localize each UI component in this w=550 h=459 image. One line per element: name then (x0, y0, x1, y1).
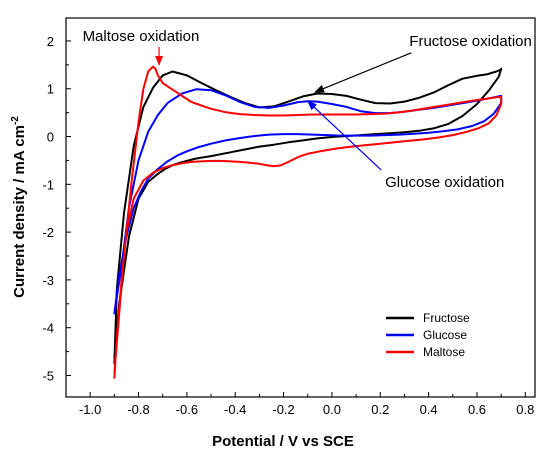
x-tick-label: 0.0 (323, 402, 341, 417)
series-line-glucose (113, 88, 503, 315)
x-tick-label: 0.4 (420, 402, 438, 417)
x-axis-title: Potential / V vs SCE (212, 433, 354, 450)
legend: Fructose Glucose Maltose (386, 311, 470, 359)
x-tick-label: 0.2 (371, 402, 389, 417)
y-tick-label: -2 (42, 225, 54, 240)
annotation-label: Maltose oxidation (83, 28, 200, 45)
x-tick-label: -0.6 (176, 402, 198, 417)
annotation-label: Glucose oxidation (385, 174, 504, 191)
annotation-arrow (307, 100, 382, 171)
x-tick-label: 0.8 (516, 402, 534, 417)
y-tick-label: -4 (42, 321, 54, 336)
annotation-label: Fructose oxidation (409, 33, 532, 50)
legend-label-fructose: Fructose (423, 311, 470, 325)
series-line-maltose (113, 65, 503, 379)
legend-label-glucose: Glucose (423, 328, 467, 342)
series-layer (113, 65, 503, 379)
y-axis-title-exponent: -2 (10, 116, 21, 125)
legend-label-maltose: Maltose (423, 345, 465, 359)
y-axis-title: Current density / mA cm-2 (10, 116, 28, 298)
annotation-layer: Maltose oxidation Fructose oxidation Gluco… (83, 28, 532, 191)
y-tick-label: 2 (47, 34, 54, 49)
y-tick-label: -3 (42, 273, 54, 288)
plot-area-frame (65, 17, 536, 398)
y-axis-title-main: Current density / mA cm (11, 125, 28, 298)
x-tick-label: -1.0 (79, 402, 101, 417)
x-tick-label: 0.6 (468, 402, 486, 417)
y-tick-label: 1 (47, 82, 54, 97)
x-axis-ticks: -1.0 -0.8 -0.6 -0.4 -0.2 0.0 0.2 0.4 0.6 0.8 (79, 392, 534, 417)
y-axis-ticks: 2 1 0 -1 -2 -3 -4 -5 (42, 34, 71, 383)
y-tick-label: -1 (42, 177, 54, 192)
x-tick-label: -0.2 (272, 402, 294, 417)
y-tick-label: 0 (47, 130, 54, 145)
annotation-arrow (314, 52, 412, 93)
x-tick-label: -0.8 (127, 402, 149, 417)
x-tick-label: -0.4 (224, 402, 246, 417)
y-tick-label: -5 (42, 368, 54, 383)
